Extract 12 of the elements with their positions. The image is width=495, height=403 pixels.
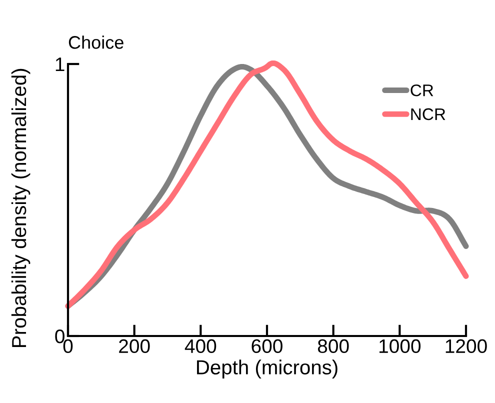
y-tick-label: 1 — [56, 58, 64, 72]
x-tick-label: 1000 — [380, 339, 421, 354]
x-tick-label: 600 — [252, 339, 282, 354]
y-axis-title: Probability density (normalized) — [11, 68, 30, 347]
legend-label: NCR — [411, 108, 446, 120]
chart-title: Choice — [68, 36, 124, 49]
x-tick-label: 800 — [318, 339, 349, 354]
x-axis-title: Depth (microns) — [197, 360, 338, 378]
legend-label: CR — [410, 84, 434, 96]
x-tick-label: 400 — [184, 339, 216, 354]
x-tick-label: 200 — [119, 339, 150, 354]
x-tick-label: 1200 — [446, 339, 487, 354]
